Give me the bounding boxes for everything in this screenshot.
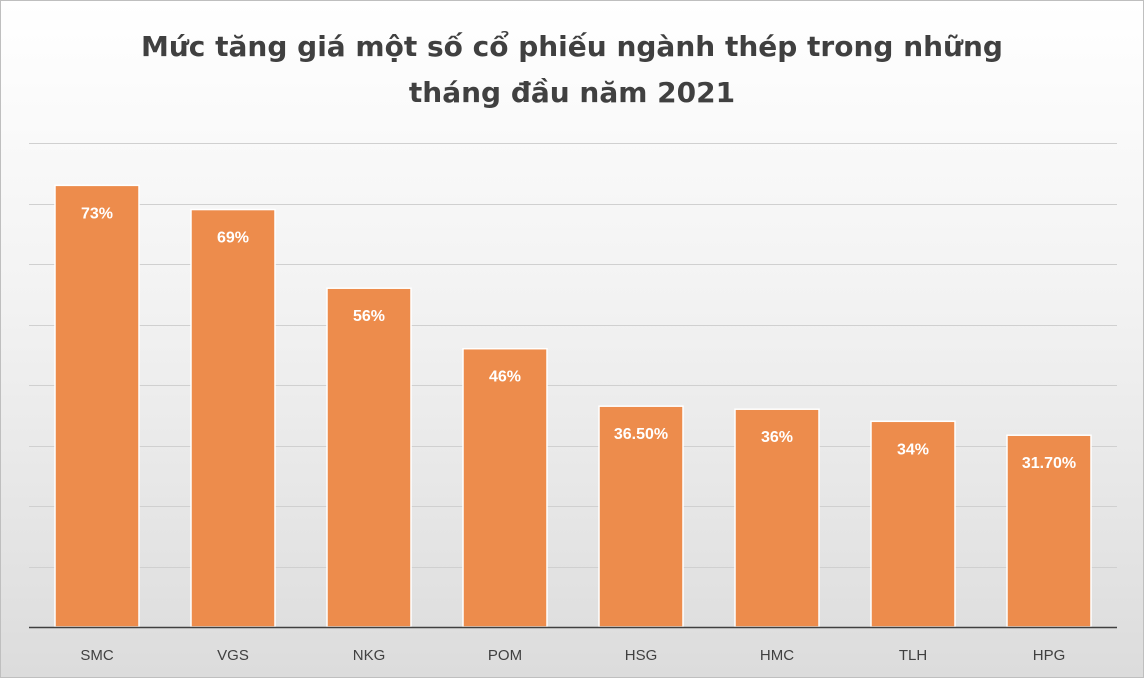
bar-hsg (598, 405, 684, 628)
data-label: 73% (81, 205, 113, 222)
bar-nkg (326, 287, 412, 628)
data-label: 36% (761, 429, 793, 446)
data-label: 56% (353, 308, 385, 325)
x-tick-label: NKG (353, 647, 386, 664)
data-label: 36.50% (614, 426, 668, 443)
x-tick-label: VGS (217, 647, 249, 664)
data-label: 69% (217, 230, 249, 247)
x-tick-label: HMC (760, 647, 794, 664)
bar-vgs (190, 208, 276, 628)
x-tick-label: SMC (80, 647, 114, 664)
bar-smc (54, 184, 140, 628)
bar-tlh (870, 420, 956, 628)
bar-pom (462, 347, 548, 628)
bar-hpg (1006, 434, 1092, 628)
x-tick-label: HSG (625, 647, 658, 664)
x-tick-label: TLH (899, 647, 927, 664)
chart-title-line-1: Mức tăng giá một số cổ phiếu ngành thép … (141, 30, 1003, 63)
bar-hmc (734, 408, 820, 628)
data-label: 34% (897, 441, 929, 458)
data-label: 46% (489, 369, 521, 386)
chart-title-line-2: tháng đầu năm 2021 (408, 76, 736, 109)
data-label: 31.70% (1022, 455, 1076, 472)
chart-title: Mức tăng giá một số cổ phiếu ngành thép … (0, 24, 1144, 116)
x-tick-label: POM (488, 647, 522, 664)
x-tick-label: HPG (1033, 647, 1066, 664)
